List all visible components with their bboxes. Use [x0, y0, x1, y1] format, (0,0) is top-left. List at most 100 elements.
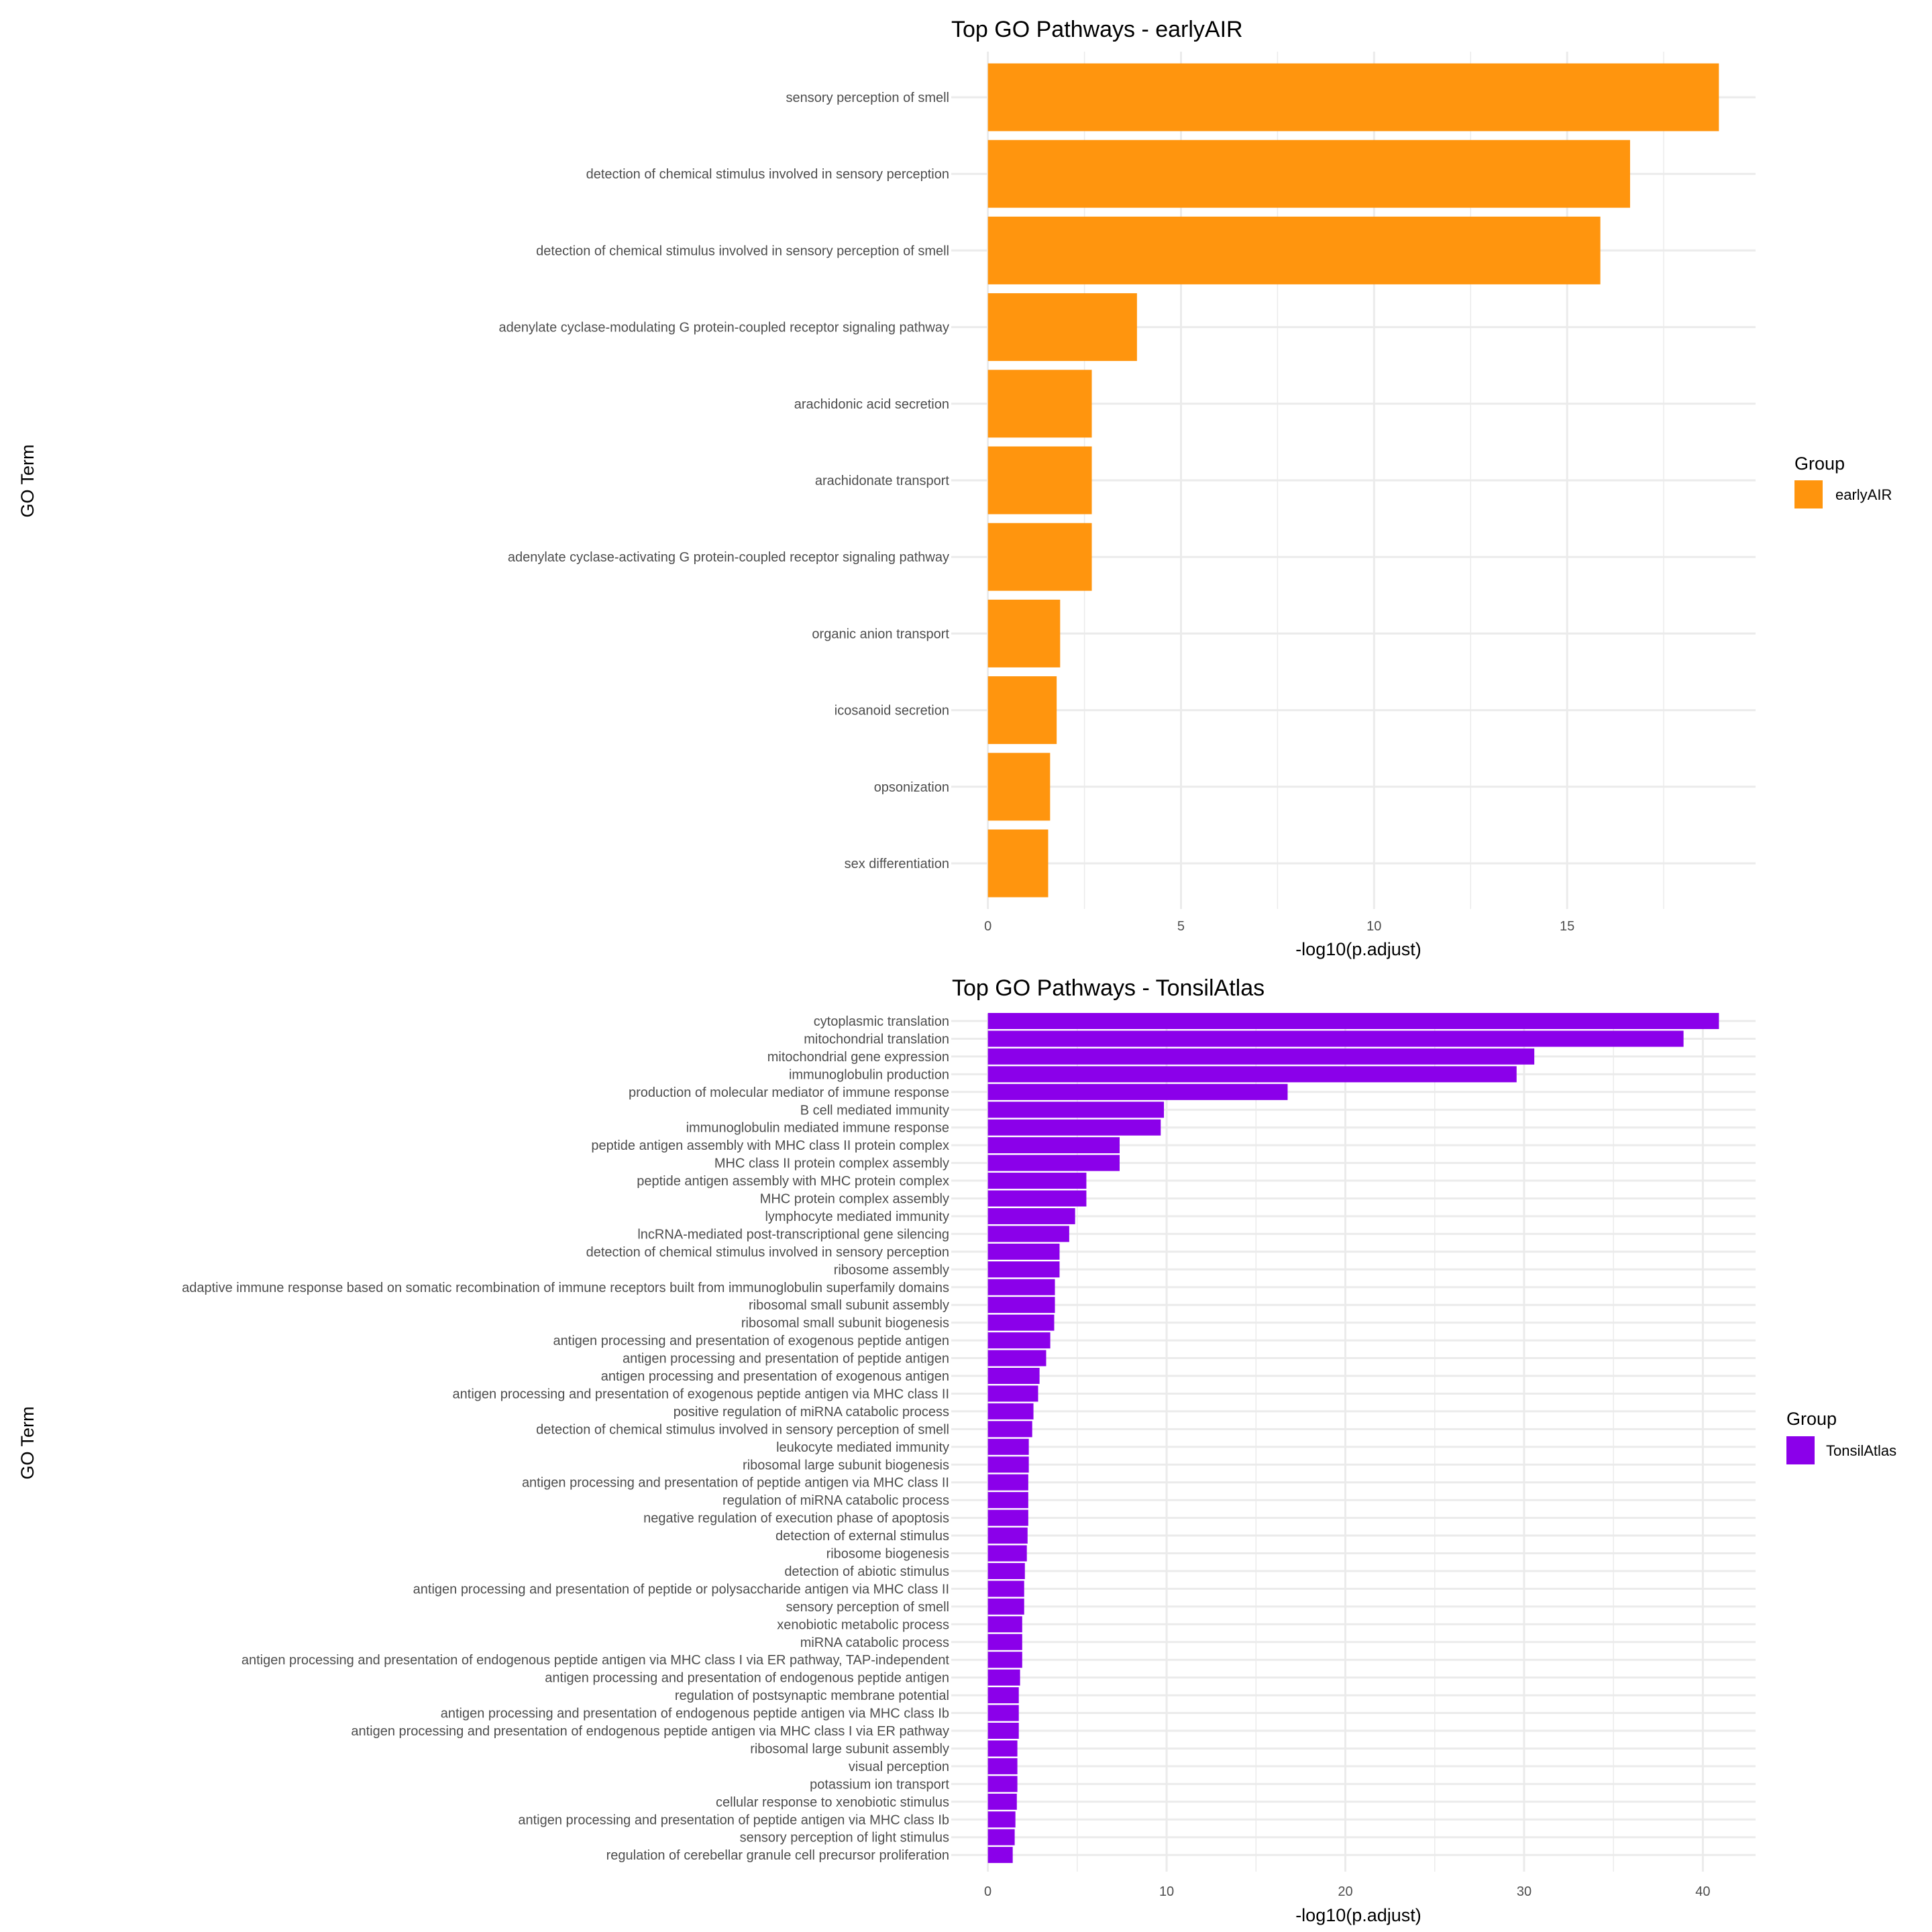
- x-tick-labels: 0 10 20 30 40: [984, 1884, 1710, 1899]
- y-tick-label: antigen processing and presentation of e…: [553, 1334, 949, 1348]
- bar: [987, 1758, 1018, 1774]
- bar: [987, 1705, 1019, 1721]
- y-tick-label: ribosome assembly: [834, 1263, 949, 1277]
- y-axis-title: GO Term: [17, 1406, 38, 1479]
- bar: [987, 753, 1051, 821]
- y-tick-label: positive regulation of miRNA catabolic p…: [674, 1405, 949, 1419]
- bar: [987, 1403, 1034, 1419]
- y-tick-label: immunoglobulin production: [789, 1067, 949, 1082]
- y-tick-label: regulation of postsynaptic membrane pote…: [675, 1688, 949, 1703]
- bar: [987, 1368, 1040, 1384]
- bar: [987, 1243, 1060, 1260]
- bar: [987, 1580, 1024, 1597]
- chart-title: Top GO Pathways - earlyAIR: [951, 17, 1243, 42]
- bar: [987, 1297, 1055, 1313]
- bar: [987, 1173, 1087, 1189]
- y-tick-label: antigen processing and presentation of p…: [623, 1352, 949, 1366]
- y-tick-label: ribosomal small subunit biogenesis: [741, 1316, 949, 1331]
- y-tick-label: peptide antigen assembly with MHC protei…: [637, 1174, 949, 1189]
- bar: [987, 1829, 1015, 1845]
- x-tick-label: 15: [1560, 919, 1574, 934]
- y-tick-label: MHC protein complex assembly: [760, 1192, 949, 1207]
- y-axis-title: GO Term: [17, 444, 38, 517]
- chart-earlyair: Top GO Pathways - earlyAIR sensory perce…: [17, 17, 1892, 959]
- legend-title: Group: [1794, 453, 1845, 474]
- bar: [987, 1527, 1028, 1544]
- legend: Group earlyAIR: [1794, 453, 1892, 508]
- bar: [987, 1190, 1087, 1207]
- bar: [987, 523, 1092, 591]
- y-tick-label: cytoplasmic translation: [814, 1014, 949, 1029]
- y-tick-label: icosanoid secretion: [835, 704, 949, 718]
- x-tick-label: 40: [1695, 1884, 1710, 1899]
- y-tick-label: lncRNA-mediated post-transcriptional gen…: [637, 1227, 949, 1242]
- x-tick-label: 0: [984, 919, 991, 934]
- legend-title: Group: [1786, 1409, 1837, 1429]
- y-tick-label: sensory perception of light stimulus: [740, 1831, 949, 1845]
- bar: [987, 1811, 1016, 1828]
- bar: [987, 1314, 1055, 1331]
- y-tick-label: MHC class II protein complex assembly: [714, 1157, 949, 1171]
- y-tick-label: ribosomal large subunit biogenesis: [743, 1458, 949, 1472]
- y-tick-label: opsonization: [874, 780, 949, 795]
- bar: [987, 1545, 1027, 1562]
- chart-tonsilatlas: Top GO Pathways - TonsilAtlas cytoplasmi…: [17, 975, 1896, 1925]
- y-tick-label: sensory perception of smell: [786, 91, 949, 105]
- bar: [987, 1492, 1028, 1509]
- y-tick-label: negative regulation of execution phase o…: [643, 1511, 949, 1526]
- y-tick-label: arachidonic acid secretion: [794, 397, 949, 412]
- y-tick-label: mitochondrial translation: [804, 1032, 949, 1046]
- y-tick-label: antigen processing and presentation of e…: [441, 1707, 949, 1721]
- x-tick-label: 5: [1177, 919, 1185, 934]
- y-tick-label: miRNA catabolic process: [800, 1635, 949, 1650]
- legend-key-swatch: [1786, 1436, 1815, 1464]
- bar: [987, 1740, 1018, 1757]
- bar: [987, 1155, 1120, 1171]
- y-tick-label: leukocyte mediated immunity: [776, 1440, 949, 1455]
- bar: [987, 1350, 1046, 1366]
- y-tick-label: antigen processing and presentation of e…: [545, 1671, 949, 1686]
- bar: [987, 1723, 1019, 1739]
- y-tick-label: adenylate cyclase-modulating G protein-c…: [498, 321, 949, 335]
- bar: [987, 829, 1049, 898]
- y-tick-label: peptide antigen assembly with MHC class …: [591, 1138, 949, 1153]
- bar: [987, 1066, 1517, 1083]
- y-tick-label: ribosomal large subunit assembly: [750, 1741, 949, 1756]
- bar: [987, 293, 1137, 362]
- y-tick-label: antigen processing and presentation of p…: [522, 1476, 949, 1491]
- y-tick-label: ribosomal small subunit assembly: [749, 1298, 949, 1313]
- x-tick-label: 30: [1517, 1884, 1532, 1899]
- y-tick-label: cellular response to xenobiotic stimulus: [716, 1795, 949, 1810]
- x-tick-label: 10: [1366, 919, 1381, 934]
- y-tick-label: antigen processing and presentation of p…: [413, 1582, 949, 1597]
- bar: [987, 1669, 1020, 1686]
- y-tick-label: detection of chemical stimulus involved …: [586, 167, 949, 182]
- bar: [987, 1208, 1075, 1224]
- legend-label: TonsilAtlas: [1826, 1442, 1896, 1459]
- y-tick-label: adaptive immune response based on somati…: [182, 1281, 949, 1295]
- y-tick-label: antigen processing and presentation of e…: [351, 1724, 949, 1739]
- y-tick-label: regulation of cerebellar granule cell pr…: [606, 1848, 949, 1863]
- y-tick-labels: sensory perception of smell detection of …: [498, 91, 949, 871]
- y-tick-label: detection of chemical stimulus involved …: [536, 244, 949, 258]
- y-tick-label: detection of external stimulus: [775, 1529, 949, 1544]
- bar: [987, 1083, 1288, 1100]
- bar: [987, 1562, 1025, 1579]
- bar: [987, 1279, 1055, 1295]
- y-tick-label: adenylate cyclase-activating G protein-c…: [508, 550, 949, 565]
- x-tick-label: 10: [1159, 1884, 1174, 1899]
- bar: [987, 599, 1061, 667]
- bar: [987, 446, 1092, 515]
- x-tick-labels: 0 5 10 15: [984, 919, 1574, 934]
- bar: [987, 1137, 1120, 1154]
- y-tick-label: detection of abiotic stimulus: [784, 1564, 949, 1579]
- legend: Group TonsilAtlas: [1786, 1409, 1896, 1464]
- bar: [987, 63, 1719, 131]
- y-tick-label: B cell mediated immunity: [800, 1103, 949, 1118]
- legend-label: earlyAIR: [1835, 486, 1892, 503]
- bar: [987, 1119, 1161, 1136]
- bar: [987, 1030, 1684, 1047]
- bar: [987, 1598, 1024, 1615]
